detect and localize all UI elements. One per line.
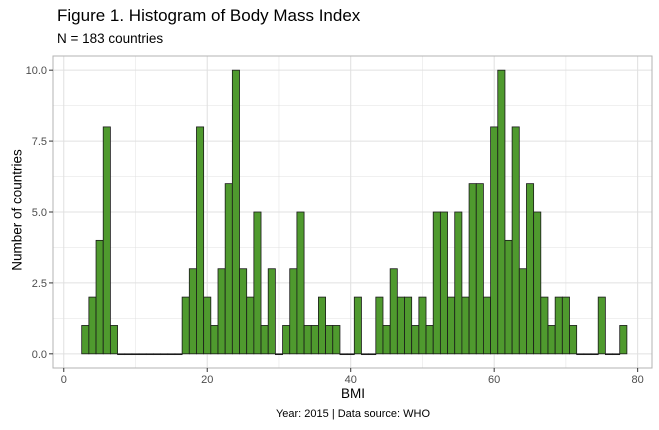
histogram-bar xyxy=(547,325,556,355)
histogram-bar xyxy=(597,296,606,355)
y-tick-label: 10.0 xyxy=(26,65,47,77)
histogram-bar xyxy=(490,126,499,355)
histogram-bar xyxy=(497,69,506,355)
histogram-bar xyxy=(483,296,491,355)
histogram-bar xyxy=(167,353,176,356)
histogram-bar xyxy=(325,325,334,355)
histogram-bar xyxy=(382,325,391,355)
histogram-bar xyxy=(411,325,420,355)
histogram-bar xyxy=(145,353,154,356)
histogram-bar xyxy=(468,183,477,355)
histogram-bar xyxy=(274,353,283,356)
histogram-bar xyxy=(404,296,413,355)
histogram-bar xyxy=(231,69,240,355)
histogram-bar xyxy=(375,296,384,355)
histogram-bar xyxy=(346,353,355,356)
histogram-bar xyxy=(296,211,305,355)
histogram-bar xyxy=(203,296,212,355)
x-tick-label: 0 xyxy=(61,374,67,386)
histogram-bar xyxy=(131,353,140,356)
x-tick-label: 20 xyxy=(201,374,213,386)
histogram-bar xyxy=(88,296,97,355)
histogram-bar xyxy=(454,211,463,355)
histogram-bar xyxy=(540,296,549,355)
histogram-bar xyxy=(224,183,233,355)
histogram-bar xyxy=(418,296,427,355)
histogram-bar xyxy=(396,296,405,355)
histogram-bar xyxy=(267,268,276,355)
histogram-bar xyxy=(533,211,542,355)
histogram-bar xyxy=(95,239,104,355)
histogram-bar xyxy=(117,353,126,356)
histogram-bar xyxy=(576,353,585,356)
histogram-bar xyxy=(554,296,563,355)
histogram-bar xyxy=(246,296,255,355)
histogram-bar xyxy=(439,211,448,355)
histogram-bar xyxy=(181,296,190,355)
histogram-bar xyxy=(102,126,111,355)
chart-subtitle: N = 183 countries xyxy=(57,31,164,46)
histogram-bar xyxy=(217,268,226,355)
histogram-bar xyxy=(353,296,362,355)
histogram-bar xyxy=(361,353,370,356)
y-tick-label: 7.5 xyxy=(32,136,47,148)
histogram-bar xyxy=(210,325,219,355)
histogram-bar xyxy=(612,353,621,356)
histogram-bar xyxy=(590,353,599,356)
histogram-bar xyxy=(260,325,269,355)
histogram-bar xyxy=(318,296,326,355)
chart-caption: Year: 2015 | Data source: WHO xyxy=(275,408,431,420)
histogram-bar xyxy=(138,353,147,356)
chart-title: Figure 1. Histogram of Body Mass Index xyxy=(57,6,361,25)
histogram-bar xyxy=(447,296,456,355)
histogram-bar xyxy=(160,353,169,356)
histogram-bar xyxy=(282,325,291,355)
x-tick-label: 60 xyxy=(488,374,500,386)
histogram-bar xyxy=(511,126,520,355)
histogram-bar xyxy=(619,325,628,355)
histogram-bar xyxy=(310,325,319,355)
x-tick-label: 40 xyxy=(345,374,357,386)
histogram-bar xyxy=(81,325,90,355)
histogram-bar xyxy=(339,353,348,356)
histogram-bar xyxy=(526,183,535,355)
histogram-bar xyxy=(583,353,592,356)
histogram-bar xyxy=(124,353,133,356)
histogram-bar xyxy=(432,211,441,355)
histogram-bar xyxy=(109,325,118,355)
histogram-bar xyxy=(196,126,205,355)
histogram-bar xyxy=(289,268,298,355)
histogram-bar xyxy=(504,239,513,355)
histogram-bar xyxy=(303,325,312,355)
y-tick-label: 2.5 xyxy=(32,278,47,290)
histogram-bar xyxy=(389,268,398,355)
histogram-bar xyxy=(569,325,578,355)
y-tick-label: 5.0 xyxy=(32,207,47,219)
x-tick-label: 80 xyxy=(632,374,644,386)
histogram-bar xyxy=(461,296,470,355)
histogram-bar xyxy=(153,353,162,356)
histogram-bar xyxy=(253,211,262,355)
x-axis-label: BMI xyxy=(340,386,366,401)
histogram-bar xyxy=(188,268,197,355)
histogram-bar xyxy=(425,325,434,355)
histogram-bar xyxy=(518,268,527,355)
histogram-bar xyxy=(239,268,248,355)
histogram-bar xyxy=(475,183,484,355)
histogram-bar xyxy=(368,353,377,356)
histogram-bar xyxy=(604,353,613,356)
histogram-bar xyxy=(561,296,570,355)
histogram-bar xyxy=(332,325,341,355)
y-tick-label: 0.0 xyxy=(32,349,47,361)
histogram-bar xyxy=(174,353,183,356)
